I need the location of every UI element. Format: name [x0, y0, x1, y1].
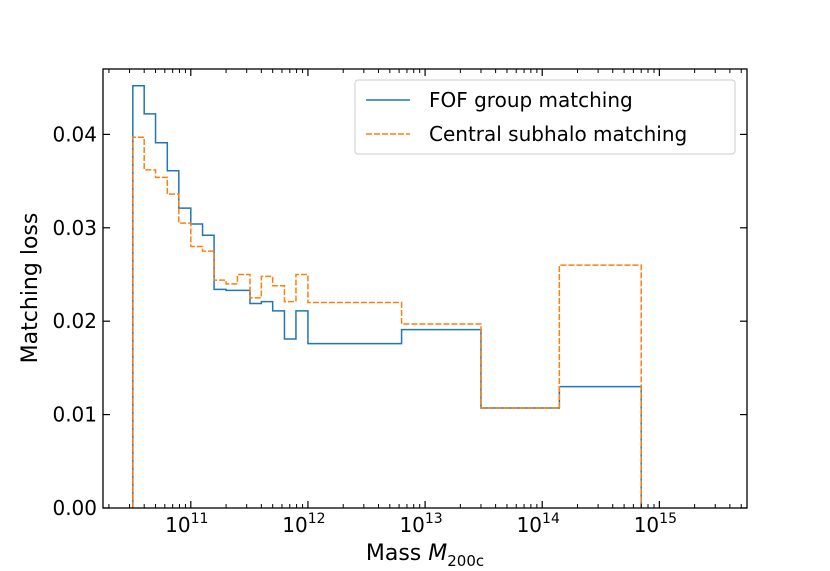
y-tick-label: 0.00	[52, 496, 97, 520]
x-tick-label: 1014	[517, 511, 560, 537]
x-tick-label: 1011	[165, 511, 208, 537]
x-tick-label: 1015	[634, 511, 677, 537]
plot-frame	[102, 68, 748, 509]
y-axis-label: Matching loss	[18, 213, 43, 364]
y-tick-label: 0.04	[52, 122, 97, 146]
y-tick-label: 0.01	[52, 403, 97, 427]
series-line-central	[132, 136, 642, 508]
x-axis-label: Mass M200c	[366, 541, 484, 570]
legend-label-central: Central subhalo matching	[429, 122, 687, 146]
legend: FOF group matching Central subhalo match…	[354, 79, 736, 155]
y-tick-label: 0.02	[52, 309, 97, 333]
ticks-layer: 0.00 0.01 0.02 0.03 0.04 1011 1012 1013 1014 1015	[52, 69, 747, 537]
legend-box	[354, 79, 736, 155]
y-tick-label: 0.03	[52, 216, 97, 240]
x-axis-label-text: Mass	[366, 541, 421, 566]
x-tick-label: 1013	[399, 511, 442, 537]
x-axis-label-math: M	[428, 541, 447, 566]
series-layer	[132, 85, 642, 508]
x-tick-label: 1012	[282, 511, 325, 537]
x-axis-label-sub: 200c	[447, 552, 484, 570]
legend-label-fof: FOF group matching	[429, 88, 633, 112]
